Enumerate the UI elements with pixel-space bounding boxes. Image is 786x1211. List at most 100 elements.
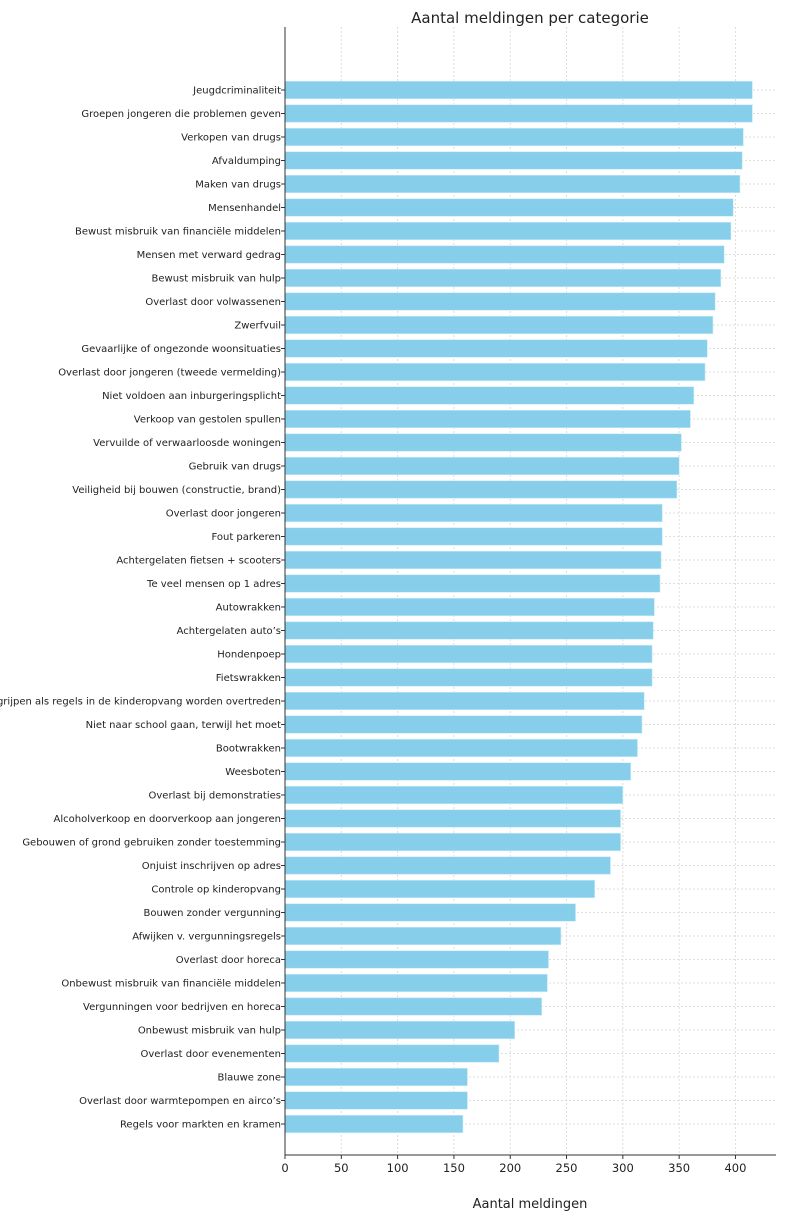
bar <box>284 503 663 523</box>
category-label: Weesboten <box>225 767 281 778</box>
bar <box>284 926 562 946</box>
bar <box>284 597 655 617</box>
bar <box>284 174 741 194</box>
bar <box>284 856 611 875</box>
category-label: Veiligheid bij bouwen (constructie, bran… <box>72 485 281 496</box>
bar <box>284 950 549 969</box>
bar <box>284 644 653 664</box>
x-tick-label: 250 <box>556 1161 578 1175</box>
category-label: Afwijken v. vergunningsregels <box>132 932 281 943</box>
bar <box>284 104 753 123</box>
category-label: Fietswrakken <box>216 673 281 684</box>
category-label: Overlast door volwassenen <box>145 297 281 308</box>
category-label: Te veel mensen op 1 adres <box>146 579 281 590</box>
bar <box>284 362 706 382</box>
bar <box>284 339 708 358</box>
category-label: Onbewust misbruik van hulp <box>138 1026 281 1037</box>
bar <box>284 691 645 711</box>
bar <box>284 127 744 147</box>
bar <box>284 574 661 593</box>
bar <box>284 832 621 852</box>
chart-title: Aantal meldingen per categorie <box>411 9 649 27</box>
bar <box>284 668 653 687</box>
bar <box>284 621 654 640</box>
category-label: Hondenpoep <box>217 650 281 661</box>
x-tick-label: 0 <box>281 1161 288 1175</box>
bar <box>284 80 753 100</box>
bar <box>284 1020 516 1040</box>
category-label: Overlast bij demonstraties <box>149 791 281 802</box>
bar <box>284 1067 468 1087</box>
category-label: Bouwen zonder vergunning <box>144 908 282 919</box>
bar <box>284 809 621 828</box>
bar <box>284 527 663 546</box>
category-label: Gebouwen of grond gebruiken zonder toest… <box>22 838 281 849</box>
category-label: Overlast door evenementen <box>141 1049 282 1060</box>
x-tick-label: 400 <box>724 1161 746 1175</box>
bar <box>284 480 678 499</box>
category-label: Zwerfvuil <box>234 321 281 332</box>
category-label: Bewust misbruik van financiële middelen <box>75 227 281 238</box>
category-label: Mensen met verward gedrag <box>137 250 281 261</box>
bar <box>284 315 714 335</box>
category-label: Onjuist inschrijven op adres <box>142 861 281 872</box>
bar <box>284 550 662 570</box>
bar <box>284 1044 500 1063</box>
bar <box>284 151 743 170</box>
category-label: Fout parkeren <box>211 532 281 543</box>
bar <box>284 997 543 1016</box>
category-label: Controle op kinderopvang <box>151 885 281 896</box>
bar <box>284 738 638 758</box>
bar <box>284 292 716 311</box>
x-tick-label: 150 <box>443 1161 465 1175</box>
bar <box>284 1114 464 1134</box>
category-label: Groepen jongeren die problemen geven <box>81 109 281 120</box>
category-label: Blauwe zone <box>218 1073 281 1084</box>
category-label: Bootwrakken <box>216 744 281 755</box>
bar <box>284 433 682 452</box>
bar <box>284 785 624 805</box>
x-tick-label: 300 <box>612 1161 634 1175</box>
category-label: Alcoholverkoop en doorverkoop aan jonger… <box>54 814 281 825</box>
category-label: Niet voldoen aan inburgeringsplicht <box>102 391 281 402</box>
category-label: Ingrijpen als regels in de kinderopvang … <box>0 697 281 708</box>
category-label: Maken van drugs <box>195 180 281 191</box>
bar <box>284 879 595 899</box>
bar <box>284 715 643 734</box>
y-tick-labels: Jeugdcriminaliteit Groepen jongeren die p… <box>0 86 285 1131</box>
x-tick-label: 200 <box>499 1161 521 1175</box>
bar <box>284 1091 468 1110</box>
bar <box>284 973 548 993</box>
bar <box>284 221 732 241</box>
category-label: Mensenhandel <box>208 203 281 214</box>
category-label: Jeugdcriminaliteit <box>192 86 281 97</box>
bar <box>284 386 695 405</box>
x-tick-label: 50 <box>334 1161 349 1175</box>
bar <box>284 456 680 476</box>
category-label: Verkoop van gestolen spullen <box>134 415 281 426</box>
category-label: Gevaarlijke of ongezonde woonsituaties <box>81 344 281 355</box>
bar <box>284 762 632 781</box>
category-label: Overlast door jongeren <box>166 509 281 520</box>
x-tick-label: 350 <box>668 1161 690 1175</box>
category-label: Bewust misbruik van hulp <box>152 274 281 285</box>
x-tick-label: 100 <box>387 1161 409 1175</box>
x-tick-labels: 0 50 100 150 200 250 300 350 400 <box>281 1155 746 1175</box>
category-label: Afvaldumping <box>212 156 281 167</box>
category-label: Autowrakken <box>216 603 281 614</box>
category-label: Overlast door horeca <box>176 955 281 966</box>
bar <box>284 903 576 922</box>
bars <box>284 80 753 1134</box>
category-label: Achtergelaten fietsen + scooters <box>116 556 281 567</box>
category-label: Niet naar school gaan, terwijl het moet <box>86 720 281 731</box>
category-label: Regels voor markten en kramen <box>120 1120 281 1131</box>
x-axis-label: Aantal meldingen <box>473 1197 588 1211</box>
category-label: Overlast door jongeren (tweede vermeldin… <box>58 368 281 379</box>
bar <box>284 245 725 264</box>
category-label: Gebruik van drugs <box>189 462 281 473</box>
category-label: Achtergelaten auto’s <box>177 626 281 637</box>
category-label: Onbewust misbruik van financiële middele… <box>61 979 281 990</box>
category-label: Verkopen van drugs <box>181 133 281 144</box>
category-label: Overlast door warmtepompen en airco’s <box>79 1096 281 1107</box>
